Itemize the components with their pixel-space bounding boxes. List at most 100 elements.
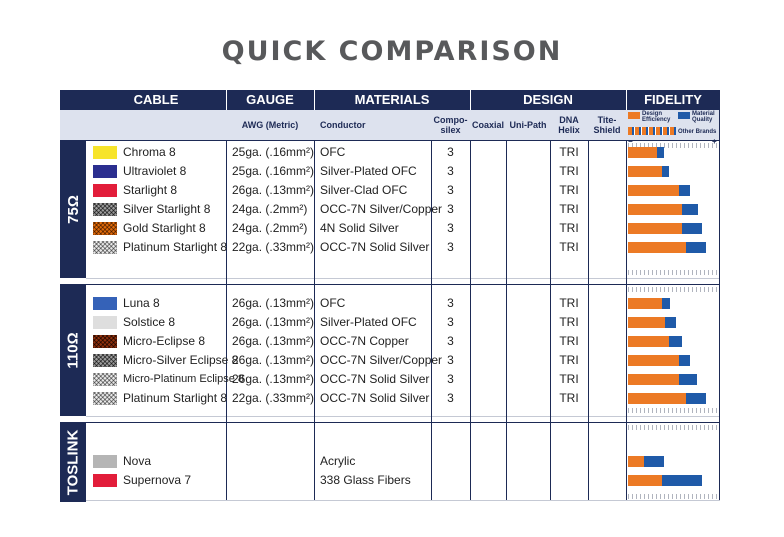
fidelity-panel [626, 285, 720, 415]
column-divider [588, 140, 589, 500]
cable-name: Chroma 8 [123, 145, 176, 159]
cable-color-swatch [93, 373, 117, 386]
section-label-text: TOSLINK [64, 429, 82, 495]
conductor-value: OCC-7N Copper [320, 334, 409, 348]
composilex-value: 3 [447, 296, 454, 310]
cable-name: Solstice 8 [123, 315, 176, 329]
design-efficiency-bar [628, 298, 662, 309]
header-divider [314, 90, 315, 110]
composilex-value: 3 [447, 372, 454, 386]
dna-helix-value: TRI [559, 372, 579, 386]
column-divider [431, 140, 432, 500]
fidelity-ruler-top [628, 425, 718, 430]
conductor-value: OCC-7N Solid Silver [320, 372, 430, 386]
conductor-value: OCC-7N Solid Silver [320, 240, 430, 254]
gauge-value: 26ga. (.13mm²) [232, 353, 315, 367]
cable-color-swatch [93, 241, 117, 254]
design-efficiency-bar [628, 355, 679, 366]
cable-name: Platinum Starlight 8 [123, 240, 228, 254]
header-design: DESIGN [523, 92, 573, 107]
composilex-value: 3 [447, 315, 454, 329]
conductor-value: OCC-7N Silver/Copper [320, 202, 443, 216]
cable-name: Micro-Eclipse 8 [123, 334, 206, 348]
column-divider [506, 140, 507, 500]
gauge-value: 25ga. (.16mm²) [232, 145, 315, 159]
cable-color-swatch [93, 297, 117, 310]
composilex-value: 3 [447, 145, 454, 159]
composilex-value: 3 [447, 240, 454, 254]
section-band-1 [60, 284, 86, 416]
subheader-unipath: Uni-Path [509, 120, 547, 130]
table-row: Platinum Starlight 8 22ga. (.33mm²) OCC-7N… [86, 238, 720, 257]
design-efficiency-bar [628, 223, 682, 234]
section-band-2 [60, 422, 86, 502]
cable-name: Micro-Silver Eclipse 8 [123, 353, 239, 367]
gauge-value: 26ga. (.13mm²) [232, 183, 315, 197]
design-efficiency-bar [628, 374, 679, 385]
subheader-conductor: Conductor [320, 120, 366, 130]
cable-color-swatch [93, 165, 117, 178]
dna-helix-value: TRI [559, 164, 579, 178]
material-quality-bar [628, 475, 702, 486]
design-efficiency-bar [628, 336, 669, 347]
section-divider [60, 422, 720, 423]
dna-helix-value: TRI [559, 183, 579, 197]
header-divider [470, 90, 471, 110]
design-efficiency-bar [628, 166, 662, 177]
conductor-value: OFC [320, 296, 346, 310]
composilex-value: 3 [447, 353, 454, 367]
header-materials: MATERIALS [354, 92, 430, 107]
conductor-value: Acrylic [320, 454, 356, 468]
composilex-value: 3 [447, 202, 454, 216]
header-divider [226, 90, 227, 110]
cable-color-swatch [93, 203, 117, 216]
section-label-text: 75Ω [64, 194, 82, 224]
column-divider [226, 140, 227, 500]
cable-name: Ultraviolet 8 [123, 164, 187, 178]
legend-other-brands-swatch [628, 127, 676, 135]
section-band-0 [60, 140, 86, 278]
cable-color-swatch [93, 335, 117, 348]
section-label: 75Ω [60, 140, 86, 278]
column-divider [550, 140, 551, 500]
legend-design-label: Design Efficiency [642, 111, 671, 123]
dna-helix-value: TRI [559, 240, 579, 254]
design-efficiency-bar [628, 456, 644, 467]
table-row: Solstice 8 26ga. (.13mm²) Silver-Plated OF… [86, 313, 720, 332]
table-row: Micro-Silver Eclipse 8 26ga. (.13mm²) OCC-… [86, 351, 720, 370]
gauge-value: 26ga. (.13mm²) [232, 296, 315, 310]
composilex-value: 3 [447, 164, 454, 178]
dna-helix-value: TRI [559, 391, 579, 405]
gauge-value: 25ga. (.16mm²) [232, 164, 315, 178]
section-divider [60, 140, 720, 141]
cable-name: Nova [123, 454, 152, 468]
fidelity-ruler-top [628, 143, 718, 148]
header-divider [626, 90, 627, 110]
composilex-value: 3 [447, 221, 454, 235]
section-label: 110Ω [60, 284, 86, 416]
cable-color-swatch [93, 222, 117, 235]
conductor-value: Silver-Plated OFC [320, 315, 417, 329]
gauge-value: 24ga. (.2mm²) [232, 202, 308, 216]
section-divider [86, 278, 720, 279]
conductor-value: OFC [320, 145, 346, 159]
legend-material-label: Material Quality [692, 111, 715, 123]
design-efficiency-bar [628, 475, 662, 486]
section-label-text: 110Ω [64, 331, 82, 369]
gauge-value: 26ga. (.13mm²) [232, 372, 315, 386]
section-divider [86, 416, 720, 417]
gauge-value: 22ga. (.33mm²) [232, 240, 315, 254]
composilex-value [431, 452, 470, 471]
cable-name: Luna 8 [123, 296, 160, 310]
cable-name: Starlight 8 [123, 183, 178, 197]
legend-design-swatch [628, 112, 640, 119]
gauge-value: 26ga. (.13mm²) [232, 315, 315, 329]
cable-name: Micro-Platinum Eclipse 8 [123, 373, 245, 385]
table-row: Micro-Platinum Eclipse 8 26ga. (.13mm²) OC… [86, 370, 720, 389]
comparison-table: CABLE GAUGE MATERIALS DESIGN FIDELITY AW… [60, 90, 720, 502]
conductor-value: 338 Glass Fibers [320, 473, 411, 487]
header-cable: CABLE [133, 92, 179, 107]
design-efficiency-bar [628, 393, 686, 404]
design-efficiency-bar [628, 147, 657, 158]
subheader-tite-shield: Tite- Shield [593, 115, 621, 135]
